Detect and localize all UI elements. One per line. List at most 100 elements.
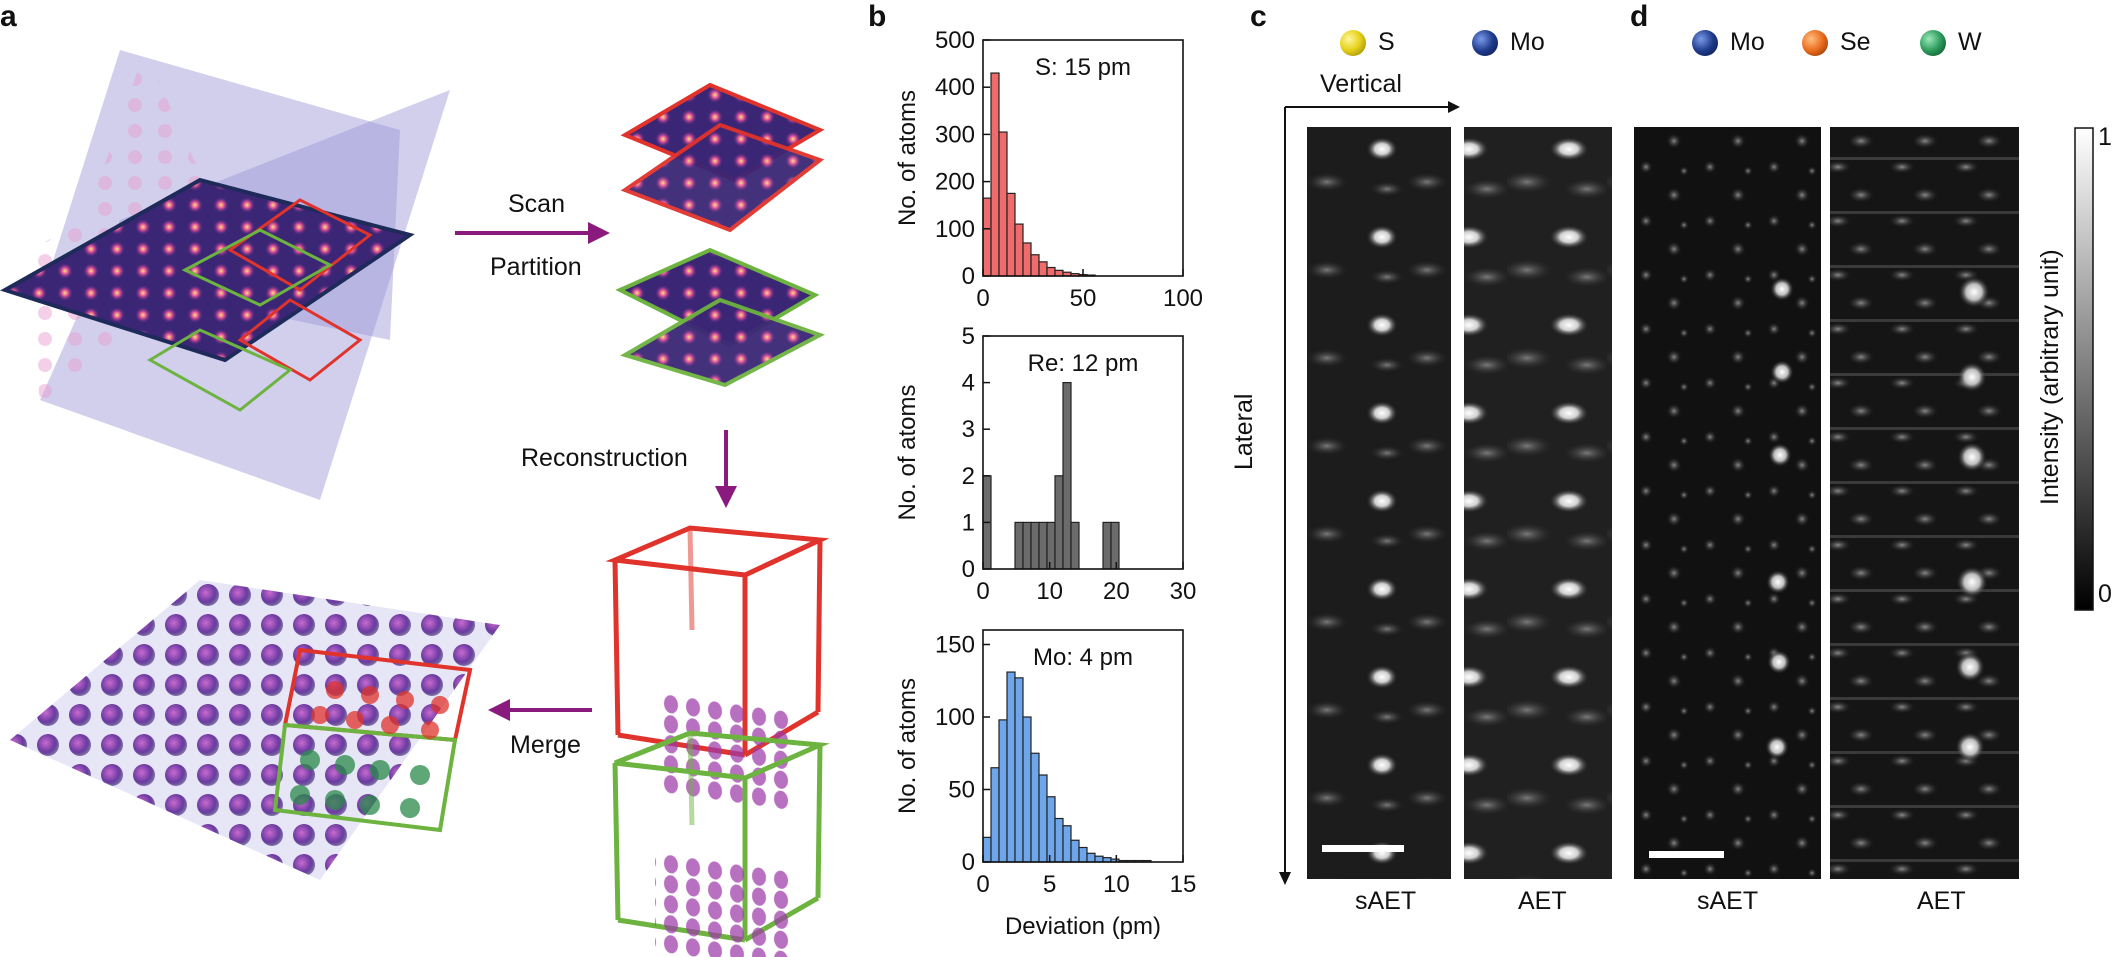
panel-label-c: c [1250,0,1267,33]
histogram-bar [1022,242,1032,277]
x-axis-label: Deviation (pm) [1005,913,1161,940]
y-axis-label: No. of atoms [894,90,921,226]
legend-d-se-label: Se [1840,28,1871,56]
y-tick-label: 100 [935,704,975,731]
histogram-bar [1070,521,1080,570]
histogram-bar [982,197,992,277]
histogram-bar [1046,266,1056,277]
histogram-bar [1046,521,1056,570]
panel-d-label-aet: AET [1917,887,1966,915]
y-tick-label: 5 [962,323,975,350]
y-tick-label: 0 [962,556,975,583]
molybdenum-atom-icon [1472,29,1498,56]
histogram-bar [1038,261,1048,277]
histogram-bar [1062,825,1072,863]
legend-d-w-label: W [1958,28,1982,56]
legend-d-mo: Mo [1692,28,1765,57]
histogram-bar [1014,521,1024,570]
panel-label-a: a [0,0,17,33]
x-tick-label: 10 [1103,871,1130,898]
histogram-bar [1054,475,1064,570]
panel-label-d: d [1630,0,1649,33]
histogram-bar [1014,677,1024,863]
lateral-axis-label: Lateral [1230,393,1258,470]
y-axis-label: No. of atoms [894,678,921,814]
legend-d-w: W [1920,28,1982,57]
y-tick-label: 50 [948,777,975,804]
histogram-annotation: S: 15 pm [1035,54,1131,81]
histogram-bar [990,767,1000,863]
x-tick-label: 10 [1036,578,1063,605]
sulfur-atom-icon [1340,29,1366,56]
histogram-bar [1038,774,1048,863]
panel-label-b: b [868,0,887,33]
y-tick-label: 500 [935,27,975,54]
x-tick-label: 20 [1103,578,1130,605]
x-tick-label: 0 [976,285,989,312]
histogram-bar [1094,855,1104,863]
panel-d-images [1634,127,2019,879]
y-tick-label: 400 [935,74,975,101]
partition-label: Partition [490,253,582,281]
legend-s: S [1340,28,1395,57]
molybdenum-atom-icon [1692,29,1718,56]
histogram-bar [1054,269,1064,277]
y-tick-label: 200 [935,169,975,196]
x-tick-label: 100 [1163,285,1203,312]
x-tick-label: 0 [976,578,989,605]
histogram-bar [1046,796,1056,863]
histogram-bar [1054,817,1064,863]
x-tick-label: 50 [1070,285,1097,312]
x-tick-label: 30 [1170,578,1197,605]
tungsten-atom-icon [1920,29,1946,56]
histogram-bar [1006,671,1016,863]
histogram-bar [1014,223,1024,277]
vertical-axis-label: Vertical [1320,70,1402,98]
scan-label: Scan [508,190,565,218]
axis-arrows [1279,101,1460,885]
legend-d-mo-label: Mo [1730,28,1765,56]
histogram-bar [1078,846,1088,863]
y-tick-label: 150 [935,632,975,659]
y-tick-label: 0 [962,849,975,876]
histogram-bar [1062,382,1072,570]
scale-bar-c [1322,845,1404,852]
y-tick-label: 100 [935,216,975,243]
histogram-bar [1022,716,1032,863]
x-tick-label: 5 [1043,871,1056,898]
colorbar [2074,127,2094,611]
histogram-bar [1070,839,1080,863]
histogram-bar [1006,192,1016,277]
histogram-bar [1102,521,1112,570]
y-tick-label: 3 [962,416,975,443]
histogram-bar [1030,254,1040,277]
panel-c-label-aet: AET [1518,887,1567,915]
y-tick-label: 4 [962,370,975,397]
selenium-atom-icon [1802,29,1828,56]
y-tick-label: 0 [962,263,975,290]
x-tick-label: 15 [1170,871,1197,898]
histogram-bar [1022,521,1032,570]
legend-mo-label: Mo [1510,28,1545,56]
histogram-bar [990,72,1000,277]
histogram-bar [1030,521,1040,570]
y-tick-label: 300 [935,121,975,148]
histogram-bar [998,131,1008,277]
plot-frame [982,629,1184,863]
y-tick-label: 1 [962,509,975,536]
panel-a-schematic [0,50,830,957]
histogram-annotation: Mo: 4 pm [1033,644,1133,671]
reconstruction-label: Reconstruction [521,444,688,472]
panel-d-label-saet: sAET [1697,887,1759,915]
histogram-bar [1030,752,1040,863]
panel-c-label-saet: sAET [1355,887,1417,915]
histogram-bar [1110,521,1120,570]
histogram-bar [1086,852,1096,863]
x-tick-label: 0 [976,871,989,898]
merge-label: Merge [510,731,581,759]
legend-d-se: Se [1802,28,1871,57]
colorbar-max-label: 1 [2098,123,2112,151]
histogram-bar [998,719,1008,863]
y-axis-label: No. of atoms [894,384,921,520]
